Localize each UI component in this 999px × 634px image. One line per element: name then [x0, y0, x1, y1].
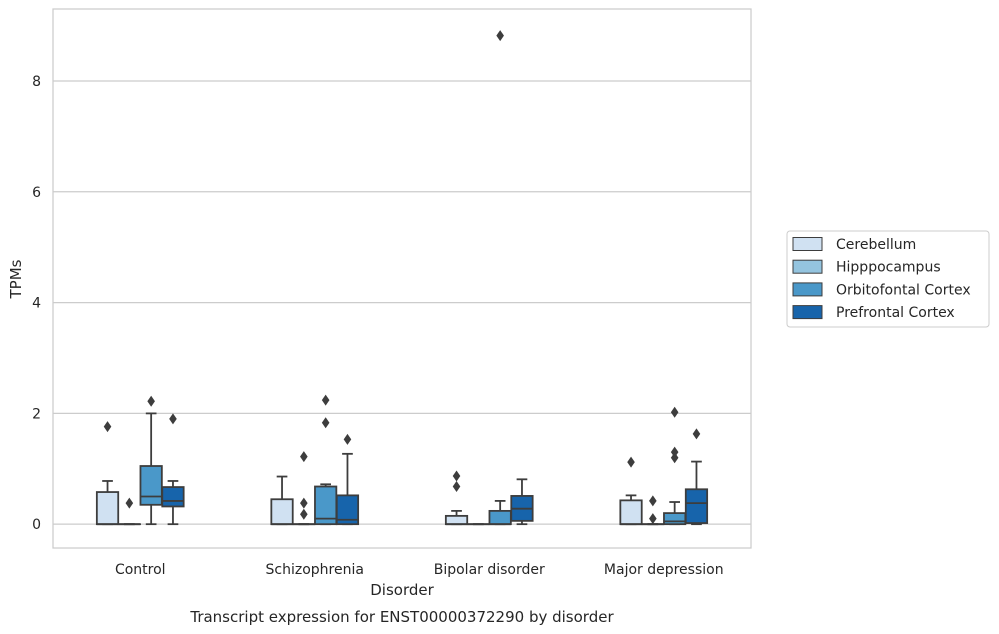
box-group — [314, 394, 338, 526]
outlier-point — [147, 395, 155, 407]
legend-swatch — [792, 259, 823, 274]
y-tick-label: 4 — [32, 296, 41, 312]
y-axis-label: TPMs — [7, 259, 25, 299]
box-group — [95, 421, 120, 526]
box-group — [619, 456, 643, 526]
legend-swatch — [792, 282, 823, 297]
outlier-point — [627, 456, 635, 468]
outlier-point — [649, 513, 657, 525]
outlier-point — [452, 470, 461, 482]
box-group — [641, 495, 665, 526]
y-tick-label: 2 — [32, 406, 41, 422]
legend-label: Prefrontal Cortex — [836, 305, 955, 321]
box-group — [270, 475, 294, 526]
outlier-point — [169, 413, 177, 425]
outlier-point — [103, 421, 112, 433]
legend-swatch — [792, 305, 823, 320]
box-group — [510, 478, 534, 526]
box-plot-area — [95, 30, 709, 526]
x-tick-label: Bipolar disorder — [434, 562, 545, 578]
box — [684, 488, 709, 524]
legend-frame — [786, 230, 990, 328]
x-tick-label: Control — [115, 562, 166, 578]
chart-caption: Transcript expression for ENST0000037229… — [189, 608, 614, 626]
outlier-point — [670, 452, 679, 464]
plot-frame — [52, 8, 752, 549]
y-tick-label: 8 — [32, 74, 41, 90]
box — [663, 512, 687, 526]
outlier-point — [649, 495, 657, 507]
box-group — [335, 433, 360, 526]
box-group — [117, 497, 141, 526]
box — [488, 509, 512, 526]
box-group — [161, 413, 185, 526]
legend: Cerebellum Hipppocampus Orbitofontal Corte… — [786, 230, 990, 328]
outlier-point — [670, 446, 679, 458]
outlier-point — [300, 451, 308, 463]
box — [95, 491, 120, 526]
outlier-point — [452, 481, 461, 493]
box-group — [139, 395, 163, 526]
box-group — [292, 451, 316, 526]
y-gridlines — [53, 80, 751, 525]
x-tick-label: Major depression — [604, 562, 724, 578]
outlier-point — [300, 508, 308, 520]
legend-label: Cerebellum — [836, 237, 916, 253]
x-tick-label: Schizophrenia — [266, 562, 364, 578]
outlier-point — [321, 394, 330, 406]
box — [270, 498, 294, 526]
box-group — [684, 428, 709, 526]
box-group — [488, 30, 512, 526]
box — [619, 499, 643, 526]
y-tick-label: 6 — [32, 185, 41, 201]
y-tick-labels: 0 2 4 6 8 — [32, 74, 41, 533]
outlier-point — [670, 406, 679, 418]
outlier-point — [343, 433, 352, 445]
x-axis-label: Disorder — [370, 581, 434, 599]
outlier-point — [321, 417, 330, 429]
box — [161, 486, 185, 508]
box — [444, 514, 469, 526]
legend-swatch — [792, 237, 823, 251]
box-group — [663, 406, 687, 526]
box — [335, 494, 360, 526]
outlier-point — [692, 428, 701, 440]
legend-label: Hipppocampus — [836, 260, 941, 276]
y-tick-label: 0 — [32, 517, 41, 533]
box — [139, 465, 163, 506]
legend-label: Orbitofontal Cortex — [836, 282, 971, 298]
x-tick-labels: Control Schizophrenia Bipolar disorder Majo… — [115, 562, 724, 578]
outlier-point — [496, 30, 504, 42]
outlier-point — [125, 497, 134, 509]
box-group — [444, 470, 469, 526]
outlier-point — [300, 497, 308, 509]
